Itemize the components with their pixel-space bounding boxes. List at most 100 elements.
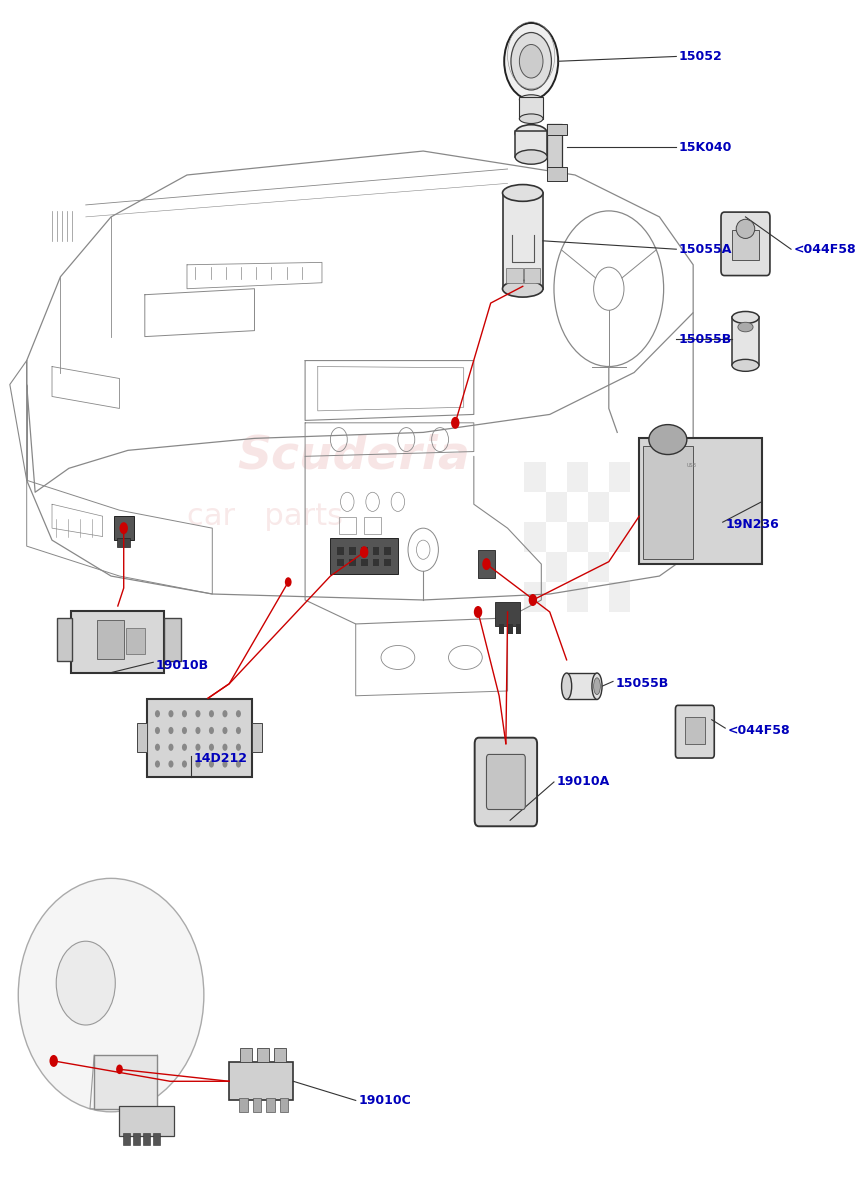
Bar — [506, 269, 523, 283]
Ellipse shape — [519, 95, 543, 104]
Circle shape — [120, 522, 128, 534]
Bar — [133, 1133, 140, 1145]
Bar — [126, 628, 145, 654]
Bar — [524, 462, 545, 492]
Circle shape — [285, 577, 292, 587]
Circle shape — [236, 761, 241, 768]
Circle shape — [168, 727, 174, 734]
Circle shape — [182, 727, 187, 734]
Bar — [385, 547, 391, 554]
Circle shape — [511, 32, 551, 90]
Bar — [547, 124, 568, 136]
Ellipse shape — [18, 878, 204, 1112]
Ellipse shape — [592, 673, 602, 700]
Bar — [279, 1098, 288, 1112]
Bar — [567, 462, 588, 492]
Bar — [96, 620, 124, 659]
Circle shape — [474, 606, 483, 618]
Circle shape — [519, 44, 543, 78]
Ellipse shape — [562, 673, 572, 700]
Text: car   parts: car parts — [187, 502, 343, 530]
Bar — [147, 698, 253, 776]
Text: USB: USB — [687, 463, 696, 468]
Bar — [372, 559, 379, 566]
Bar — [545, 462, 567, 492]
FancyBboxPatch shape — [675, 706, 714, 758]
Circle shape — [236, 744, 241, 751]
Text: Scuderia: Scuderia — [238, 434, 470, 479]
Circle shape — [360, 546, 368, 558]
Circle shape — [122, 524, 126, 532]
Bar — [567, 673, 597, 700]
Circle shape — [222, 710, 227, 718]
Bar — [588, 552, 608, 582]
Text: 15052: 15052 — [679, 50, 722, 62]
Circle shape — [209, 744, 214, 751]
Circle shape — [155, 761, 160, 768]
Text: 19010C: 19010C — [358, 1094, 411, 1106]
Text: 19010A: 19010A — [556, 775, 609, 788]
Ellipse shape — [516, 125, 547, 142]
Bar — [349, 547, 356, 554]
Text: 15055A: 15055A — [679, 242, 733, 256]
Bar — [588, 582, 608, 612]
Ellipse shape — [594, 678, 601, 695]
Circle shape — [155, 710, 160, 718]
Bar — [524, 269, 540, 283]
Bar — [361, 547, 367, 554]
Bar — [516, 624, 521, 634]
FancyBboxPatch shape — [486, 755, 525, 810]
Bar — [143, 1133, 150, 1145]
Text: <044F58: <044F58 — [727, 724, 791, 737]
Bar — [545, 552, 567, 582]
Circle shape — [168, 744, 174, 751]
Bar — [154, 1133, 160, 1145]
Bar — [240, 1048, 252, 1062]
Bar — [639, 438, 761, 564]
Bar — [567, 492, 588, 522]
Bar — [253, 724, 262, 752]
Bar — [588, 522, 608, 552]
Circle shape — [451, 416, 459, 428]
Ellipse shape — [738, 323, 753, 332]
Bar — [519, 97, 543, 119]
Bar — [365, 517, 381, 534]
Bar — [339, 517, 356, 534]
Bar — [331, 538, 398, 574]
Text: 14D212: 14D212 — [194, 751, 247, 764]
Bar — [545, 522, 567, 552]
Bar — [372, 547, 379, 554]
Bar — [274, 1048, 286, 1062]
Bar — [164, 618, 181, 661]
Circle shape — [195, 710, 201, 718]
Circle shape — [209, 761, 214, 768]
Ellipse shape — [516, 150, 547, 164]
Bar — [361, 559, 367, 566]
Bar — [732, 230, 759, 260]
Bar — [123, 1133, 129, 1145]
Bar — [120, 1106, 174, 1136]
Ellipse shape — [732, 359, 759, 371]
Circle shape — [182, 744, 187, 751]
Circle shape — [209, 710, 214, 718]
Circle shape — [168, 761, 174, 768]
Bar — [385, 559, 391, 566]
Text: 15055B: 15055B — [615, 677, 669, 690]
Circle shape — [195, 761, 201, 768]
Circle shape — [222, 727, 227, 734]
Bar — [71, 611, 164, 673]
Circle shape — [195, 744, 201, 751]
Circle shape — [168, 710, 174, 718]
Circle shape — [222, 761, 227, 768]
Circle shape — [483, 558, 490, 570]
Circle shape — [49, 1055, 58, 1067]
Bar — [266, 1098, 275, 1112]
Ellipse shape — [519, 114, 543, 124]
Bar — [337, 547, 344, 554]
Bar — [608, 462, 630, 492]
Bar — [137, 724, 147, 752]
Bar — [499, 624, 504, 634]
Bar — [547, 124, 562, 169]
Bar — [349, 559, 356, 566]
Circle shape — [155, 727, 160, 734]
